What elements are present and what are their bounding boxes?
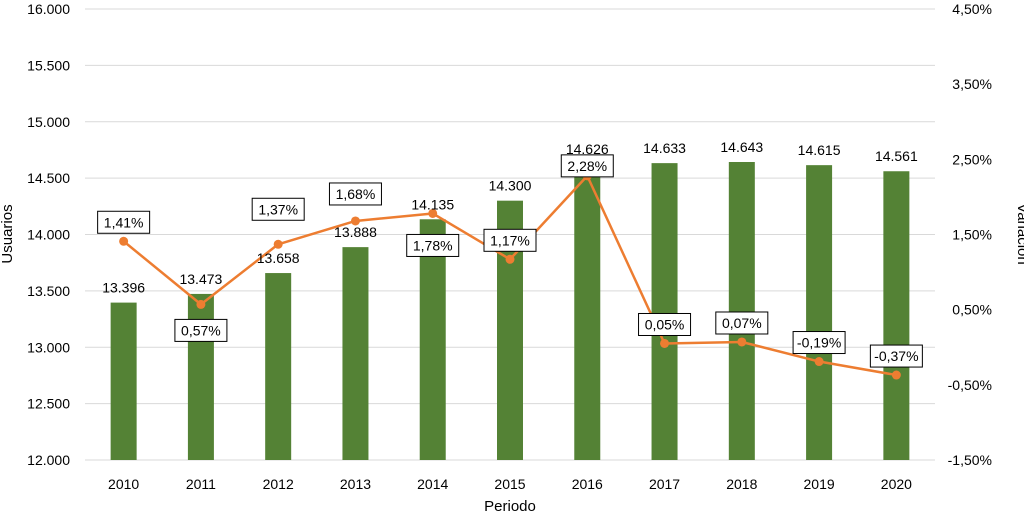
x-axis-title: Periodo xyxy=(484,498,536,515)
line-data-label-box xyxy=(174,318,228,342)
line-data-label-box xyxy=(406,233,460,257)
line-point xyxy=(428,208,438,218)
line-data-label-box xyxy=(715,311,769,335)
bar-data-label: 13.473 xyxy=(179,271,222,287)
line-point xyxy=(737,337,747,347)
line-data-label: 1,17% xyxy=(490,232,530,248)
y-axis-title: Usuarios xyxy=(0,204,16,263)
y2-tick-label: 3,50% xyxy=(952,76,992,92)
line-point xyxy=(119,236,129,246)
bar xyxy=(574,163,601,460)
bar-data-label: 14.615 xyxy=(798,142,841,158)
line-point xyxy=(196,299,206,309)
bar-data-label: 14.626 xyxy=(566,141,609,157)
bar xyxy=(342,247,369,460)
x-tick-label: 2011 xyxy=(186,476,216,492)
y-tick-label: 15.000 xyxy=(27,114,70,130)
y2-tick-label: 4,50% xyxy=(952,1,992,17)
x-axis-ticks: 2010 2011 2012 2013 2014 2015 2016 2017 2018 2019… xyxy=(108,476,912,492)
y2-tick-label: 1,50% xyxy=(952,227,992,243)
bar-series-usuarios xyxy=(110,162,910,461)
line-data-label: 2,28% xyxy=(567,158,607,174)
y2-tick-label: -1,50% xyxy=(948,452,992,468)
bar-data-label: 13.658 xyxy=(257,250,300,266)
x-tick-label: 2012 xyxy=(263,476,294,492)
line-data-label: 1,37% xyxy=(258,201,298,217)
y-tick-label: 14.000 xyxy=(27,227,70,243)
x-tick-label: 2014 xyxy=(417,476,448,492)
line-data-label-box xyxy=(638,312,692,336)
line-data-label: 0,57% xyxy=(181,322,221,338)
x-tick-label: 2018 xyxy=(726,476,757,492)
line-data-label: 1,68% xyxy=(336,186,376,202)
line-point xyxy=(350,216,360,226)
line-data-label-box xyxy=(483,228,537,252)
bar-data-label: 13.396 xyxy=(102,280,145,296)
bar xyxy=(419,219,446,460)
x-tick-label: 2010 xyxy=(108,476,139,492)
bar-data-label: 14.633 xyxy=(643,140,686,156)
y-tick-label: 14.500 xyxy=(27,170,70,186)
x-tick-label: 2019 xyxy=(804,476,835,492)
x-tick-label: 2020 xyxy=(881,476,912,492)
line-data-label: 0,05% xyxy=(645,316,685,332)
line-data-label-box xyxy=(251,197,305,221)
line-series-variacion xyxy=(119,171,901,380)
bar xyxy=(265,273,292,460)
bar xyxy=(110,302,137,460)
y-tick-label: 12.500 xyxy=(27,396,70,412)
y-tick-label: 12.000 xyxy=(27,452,70,468)
line-data-label-box xyxy=(792,331,846,355)
y2-tick-label: 0,50% xyxy=(952,302,992,318)
line-point xyxy=(891,370,901,380)
bar-data-label: 14.643 xyxy=(720,139,763,155)
y-tick-label: 15.500 xyxy=(27,57,70,73)
line-data-label: 0,07% xyxy=(722,315,762,331)
line-point xyxy=(814,357,824,367)
bar xyxy=(187,293,214,460)
left-axis-ticks: 12.000 12.500 13.000 13.500 14.000 14.500 15.0… xyxy=(27,1,70,468)
y-tick-label: 16.000 xyxy=(27,1,70,17)
x-tick-label: 2017 xyxy=(649,476,680,492)
line-point xyxy=(273,239,283,249)
bar xyxy=(806,165,833,460)
line-data-labels: 1,41% 0,57% 1,37% 1,68% 1,78% 1,17% 2,28% 0,05%… xyxy=(97,154,923,368)
line-data-label: 1,41% xyxy=(104,214,144,230)
y-tick-label: 13.500 xyxy=(27,283,70,299)
line-data-label-box xyxy=(97,210,151,234)
y2-axis-title: Variación xyxy=(1014,203,1024,264)
bar xyxy=(728,162,755,460)
bar-data-label: 13.888 xyxy=(334,224,377,240)
line-data-label: -0,19% xyxy=(797,335,841,351)
y2-tick-label: -0,50% xyxy=(948,377,992,393)
bar-data-label: 14.561 xyxy=(875,148,918,164)
y2-tick-label: 2,50% xyxy=(952,151,992,167)
line-point xyxy=(505,254,515,264)
bar-data-label: 14.135 xyxy=(411,196,454,212)
bar-data-labels: 13.396 13.473 13.658 13.888 14.135 14.300 14.6… xyxy=(102,139,918,296)
x-tick-label: 2016 xyxy=(572,476,603,492)
bar xyxy=(883,171,910,460)
right-axis-ticks: -1,50% -0,50% 0,50% 1,50% 2,50% 3,50% 4,50% xyxy=(948,1,992,468)
bar-data-label: 14.300 xyxy=(489,178,532,194)
line-point xyxy=(660,338,670,348)
line-data-label-box xyxy=(560,154,614,178)
x-tick-label: 2015 xyxy=(494,476,525,492)
x-tick-label: 2013 xyxy=(340,476,371,492)
bar xyxy=(651,163,678,460)
line-data-label: -0,37% xyxy=(874,348,918,364)
line-data-label-box xyxy=(869,344,923,368)
line-data-label-box xyxy=(328,182,382,206)
line-data-label: 1,78% xyxy=(413,237,453,253)
y-tick-label: 13.000 xyxy=(27,339,70,355)
